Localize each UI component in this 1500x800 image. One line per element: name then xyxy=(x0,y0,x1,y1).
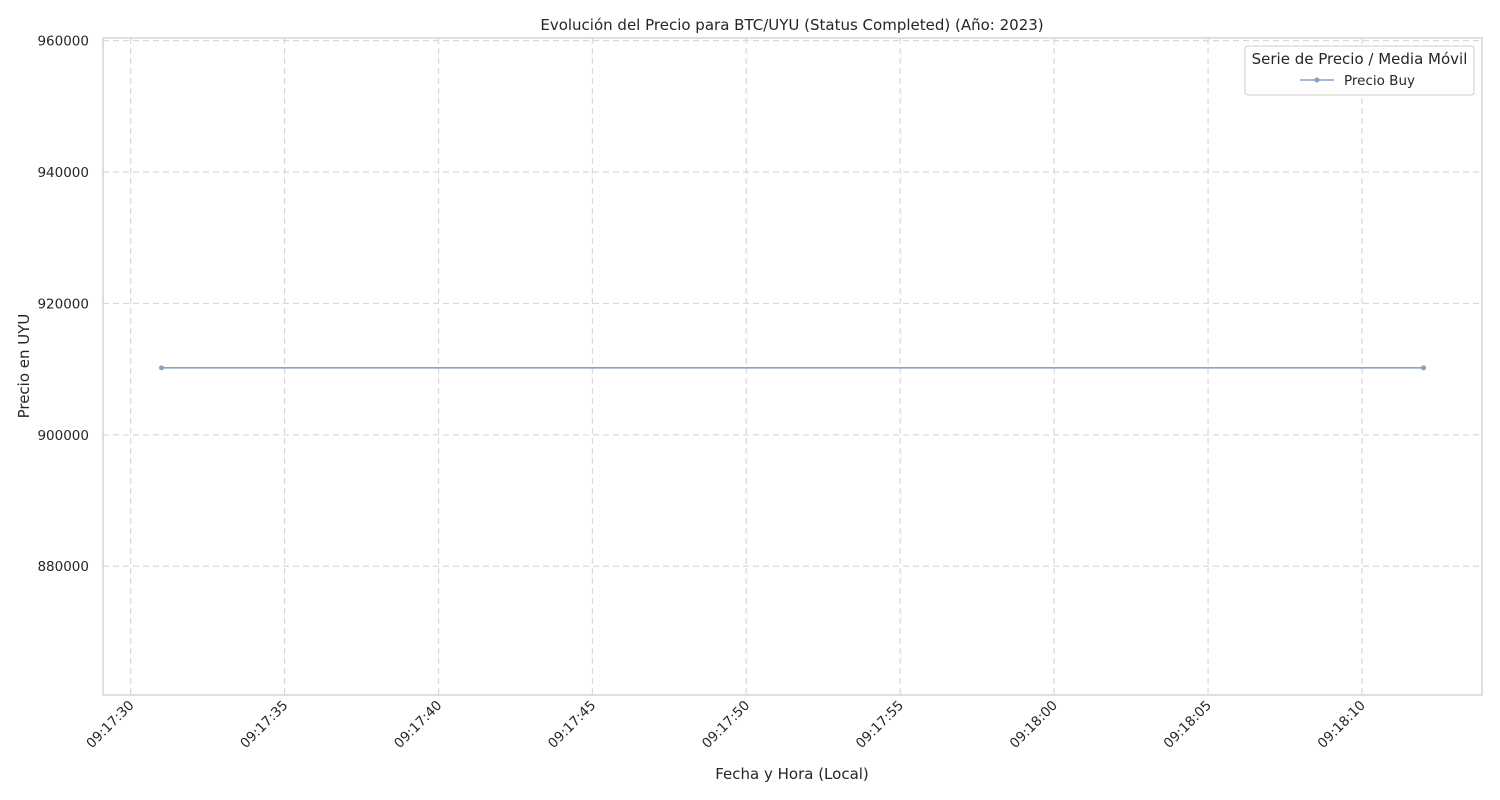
y-tick-label: 960000 xyxy=(37,34,89,50)
legend: Serie de Precio / Media Móvil Precio Buy xyxy=(1244,45,1475,96)
x-axis-label: Fecha y Hora (Local) xyxy=(715,765,869,783)
y-tick-label: 920000 xyxy=(37,296,89,312)
data-point xyxy=(158,365,164,371)
legend-entry-label: Precio Buy xyxy=(1344,73,1415,89)
y-tick-label: 900000 xyxy=(37,428,89,444)
y-tick-label: 880000 xyxy=(37,559,89,575)
y-axis-ticks: 880000 900000 920000 940000 960000 xyxy=(37,34,89,576)
legend-swatch-marker xyxy=(1314,77,1320,83)
legend-title: Serie de Precio / Media Móvil xyxy=(1252,50,1468,68)
plot-area-frame xyxy=(102,37,1483,696)
chart-title: Evolución del Precio para BTC/UYU (Statu… xyxy=(540,16,1043,34)
y-axis-label: Precio en UYU xyxy=(15,314,33,419)
y-tick-label: 940000 xyxy=(37,165,89,181)
series-layer xyxy=(158,365,1427,371)
legend-box xyxy=(1244,45,1475,96)
data-point xyxy=(1421,365,1427,371)
